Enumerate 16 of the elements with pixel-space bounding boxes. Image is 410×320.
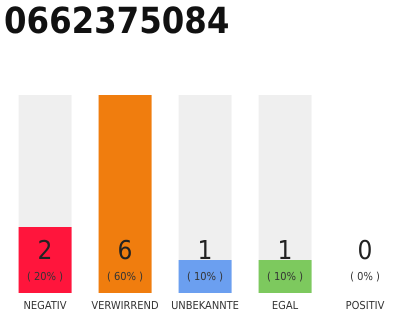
data-label: 2 — [38, 236, 52, 266]
annotation: ( 20% ) — [26, 270, 64, 283]
x-tick-label: UNBEKANNTE — [171, 298, 239, 312]
chart-title: 0662375084 — [4, 0, 230, 44]
data-label: 1 — [278, 236, 292, 266]
x-tick-label: VERWIRREND — [91, 298, 159, 312]
annotation: ( 60% ) — [106, 270, 144, 283]
x-tick-label: POSITIV — [346, 298, 385, 312]
data-label: 1 — [198, 236, 212, 266]
annotation: ( 10% ) — [266, 270, 304, 283]
data-label: 6 — [118, 236, 132, 266]
annotation: ( 10% ) — [186, 270, 224, 283]
x-tick-label: EGAL — [272, 298, 299, 312]
data-label: 0 — [358, 236, 372, 266]
x-tick-label: NEGATIV — [24, 298, 67, 312]
annotation: ( 0% ) — [350, 270, 380, 283]
